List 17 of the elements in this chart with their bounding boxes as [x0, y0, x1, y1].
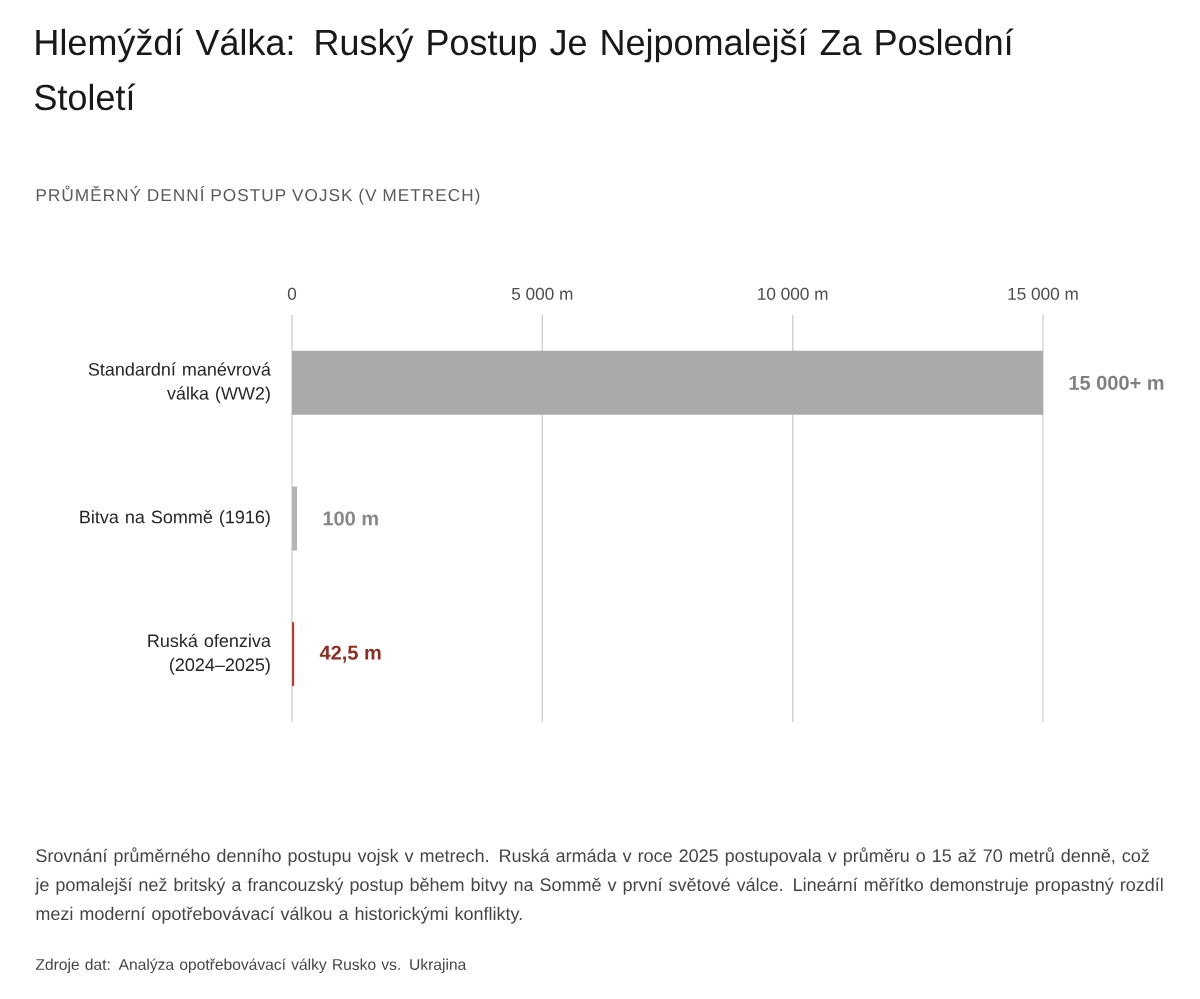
bar — [292, 486, 298, 551]
x-tick-label: 15 000 m — [1008, 287, 1078, 300]
x-tick-label: 10 000 m — [758, 287, 828, 300]
text: Zdroje dat: Analýza opotřebovávací války Rusko vs. Ukrajina — [35, 958, 467, 974]
y-tick-label: Bitva na Sommě (1916) — [80, 510, 270, 527]
data-label: 15 000+ m — [1069, 375, 1164, 390]
x-tick-label: 5 000 m — [511, 287, 573, 300]
data-label: 42,5 m — [319, 645, 381, 663]
chart-subtitle: PRŮMĚRNÝ DENNÍ POSTUP VOJSK (V METRECH) — [36, 185, 480, 205]
y-tick-label: Ruská ofenziva (2024–2025) — [148, 633, 271, 675]
data-label: 100 m — [323, 511, 378, 526]
bar — [292, 622, 295, 687]
y-tick-label: Standardní manévrová válka (WW2) — [88, 362, 271, 404]
x-tick-label: 0 — [287, 287, 297, 300]
chart-title: Hlemýždí Válka: Ruský Postup Je Nejpomalejší Za Poslední Století — [35, 28, 1014, 111]
text: Srovnání průměrného denního postupu vojsk v metrech. Ruská armáda v roce 2025 postupovala v průměru o 15 až 70 metrů denně, což je pomalejší než britský a francouzský postup během bitvy na Sommě v první světové válce. Lineární měřítko demonstruje propastný rozdíl mezi moderní opotřebovávací válkou a historickými konflikty. — [34, 847, 1163, 924]
bar — [292, 350, 1043, 415]
